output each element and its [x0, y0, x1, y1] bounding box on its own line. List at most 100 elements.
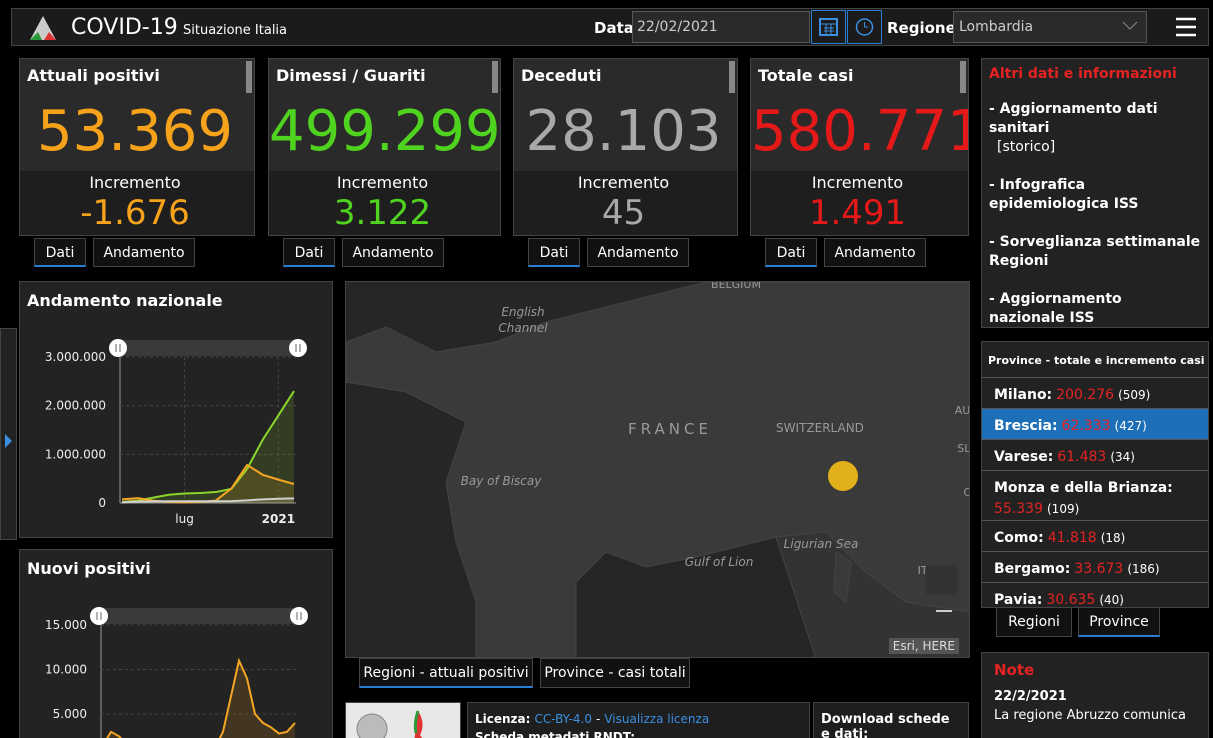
- attribution: Esri, HERE: [888, 638, 959, 654]
- date-input[interactable]: 22/02/2021: [632, 11, 810, 43]
- tab[interactable]: Andamento: [93, 238, 195, 267]
- province-increment: (34): [1110, 450, 1135, 464]
- province-tab[interactable]: Regioni: [996, 607, 1072, 637]
- date-label: Data: [594, 19, 634, 37]
- series-area: [107, 660, 295, 738]
- province-row[interactable]: Brescia: 62.333 (427): [982, 408, 1208, 439]
- card-title: Totale casi: [758, 66, 854, 85]
- card-top: [269, 59, 500, 171]
- x-tick-label: 2021: [262, 512, 295, 526]
- tab[interactable]: Dati: [283, 238, 335, 267]
- increment-label: Incremento: [577, 173, 670, 192]
- y-tick-label: 2.000.000: [45, 399, 106, 413]
- map-label: AUS: [955, 404, 970, 417]
- province-row[interactable]: Varese: 61.483 (34): [982, 439, 1208, 470]
- handle-grip: [296, 612, 302, 620]
- license-label: Licenza:: [475, 712, 531, 726]
- zoom-in[interactable]: [926, 565, 958, 595]
- map-tab[interactable]: Regioni - attuali positivi: [359, 658, 533, 688]
- province-name: Milano:: [994, 387, 1053, 403]
- calendar-button[interactable]: [811, 10, 846, 44]
- header: COVID-19 Situazione Italia Data 22/02/20…: [11, 8, 1209, 46]
- license-line: Licenza: CC-BY-4.0- Visualizza licenza: [475, 712, 802, 726]
- tab[interactable]: Dati: [765, 238, 817, 267]
- app-title: COVID-19: [71, 15, 178, 40]
- chart: 5.000 10.000 15.000: [45, 607, 308, 738]
- province-title: Province - totale e incremento casi: [988, 354, 1205, 367]
- region-select[interactable]: Lombardia: [953, 11, 1147, 43]
- tab[interactable]: Dati: [34, 238, 86, 267]
- tab[interactable]: Andamento: [824, 238, 926, 267]
- increment-label: Incremento: [336, 173, 429, 192]
- license-link[interactable]: CC-BY-4.0: [534, 712, 592, 726]
- separator: -: [596, 712, 601, 726]
- province-name: Bergamo:: [994, 561, 1071, 577]
- info-link[interactable]: - Sorveglianza settimanale Regioni: [989, 233, 1201, 271]
- info-link-text[interactable]: - Aggiornamento nazionale ISS: [989, 291, 1122, 326]
- chart-title: Andamento nazionale: [27, 291, 223, 310]
- stat-card: Attuali positivi 53.369 Incremento -1.676: [19, 58, 255, 236]
- tab[interactable]: Andamento: [342, 238, 444, 267]
- app-subtitle: Situazione Italia: [183, 23, 288, 38]
- side-toggle[interactable]: [0, 328, 17, 540]
- legend-button[interactable]: [926, 290, 960, 322]
- stat-card: Totale casi 580.771 Incremento 1.491: [750, 58, 969, 236]
- range-slider: [118, 340, 298, 356]
- province-row[interactable]: Monza e della Brianza: 55.339 (109): [982, 470, 1208, 520]
- storico-link[interactable]: [storico]: [997, 139, 1056, 155]
- y-tick-label: 3.000.000: [45, 350, 106, 364]
- handle-grip: [295, 344, 301, 352]
- series-line: [121, 497, 295, 504]
- info-link[interactable]: - Infografica epidemiologica ISS: [989, 176, 1201, 214]
- card-increment: 45: [601, 193, 646, 233]
- province-total: 33.673: [1074, 561, 1124, 577]
- province-total: 30.635: [1046, 592, 1096, 608]
- land: [775, 531, 969, 657]
- time-button[interactable]: [847, 10, 882, 44]
- series-line: [106, 657, 296, 738]
- card-title: Dimessi / Guariti: [276, 66, 426, 85]
- download-panel: Download schede e dati:: [813, 702, 969, 738]
- map-label: SWITZERLAND: [776, 421, 864, 435]
- province-name: Pavia:: [994, 592, 1043, 608]
- info-panel: Altri dati e informazioni - Aggiornamento…: [981, 58, 1209, 328]
- province-total: 61.483: [1057, 449, 1107, 465]
- chart-title: Nuovi positivi: [27, 559, 151, 578]
- info-link-text[interactable]: - Sorveglianza settimanale Regioni: [989, 234, 1201, 269]
- tab[interactable]: Andamento: [587, 238, 689, 267]
- province-increment: (40): [1099, 593, 1124, 607]
- map-canvas: BELGIUM English Channel FRANCE SWITZERLAND Ba…: [346, 282, 970, 657]
- card-increment: 3.122: [333, 193, 432, 233]
- info-link[interactable]: - Aggiornamento nazionale ISS: [989, 290, 1201, 327]
- province-tab[interactable]: Province: [1078, 607, 1160, 637]
- scroll-thumb: [492, 61, 498, 93]
- map-label: SLO: [957, 442, 970, 455]
- metadata-label: Scheda metadati RNDT:: [475, 730, 636, 738]
- handle-grip: [96, 612, 102, 620]
- province-total: 62.333: [1061, 418, 1111, 434]
- province-row[interactable]: Bergamo: 33.673 (186): [982, 551, 1208, 582]
- info-link[interactable]: - Aggiornamento dati sanitari [storico]: [989, 100, 1201, 157]
- chart: 0 1.000.000 2.000.000 3.000.000 lug 2021: [45, 339, 307, 526]
- province-row[interactable]: Como: 41.818 (18): [982, 520, 1208, 551]
- map-label: FRANCE: [628, 420, 712, 438]
- select-arrow: [1122, 21, 1138, 30]
- slider-handle: [90, 607, 108, 625]
- province-increment: (109): [1047, 502, 1080, 516]
- province-row[interactable]: Pavia: 30.635 (40): [982, 582, 1208, 608]
- province-row[interactable]: Milano: 200.276 (509): [982, 377, 1208, 408]
- y-tick-label: 5.000: [53, 707, 87, 721]
- info-link-text[interactable]: - Aggiornamento dati sanitari: [989, 101, 1158, 136]
- stat-card: Deceduti 28.103 Incremento 45: [513, 58, 738, 236]
- logos: [356, 710, 423, 738]
- tab[interactable]: Dati: [528, 238, 580, 267]
- card-title: Attuali positivi: [27, 66, 160, 85]
- menu-button[interactable]: [1175, 17, 1197, 37]
- series-area: [122, 465, 294, 503]
- info-link-text[interactable]: - Infografica epidemiologica ISS: [989, 177, 1139, 212]
- province-name: Como:: [994, 530, 1044, 546]
- map-tab[interactable]: Province - casi totali: [540, 658, 690, 688]
- y-tick-label: 1.000.000: [45, 447, 106, 461]
- y-tick-label: 15.000: [45, 618, 87, 632]
- license-view-link[interactable]: Visualizza licenza: [604, 712, 710, 726]
